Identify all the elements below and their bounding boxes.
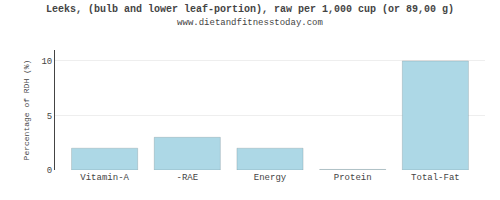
svg-text:Protein: Protein <box>334 173 372 183</box>
svg-text:-RAE: -RAE <box>177 173 199 183</box>
svg-text:Percentage of RDH (%): Percentage of RDH (%) <box>22 60 31 161</box>
svg-text:5: 5 <box>47 112 52 122</box>
svg-text:Energy: Energy <box>254 173 287 183</box>
svg-text:10: 10 <box>41 57 52 67</box>
svg-text:Leeks, (bulb and lower leaf-po: Leeks, (bulb and lower leaf-portion), ra… <box>46 4 454 28</box>
svg-text:Vitamin-A: Vitamin-A <box>80 173 129 183</box>
svg-text:0: 0 <box>47 166 52 176</box>
svg-text:Total-Fat: Total-Fat <box>411 173 460 183</box>
